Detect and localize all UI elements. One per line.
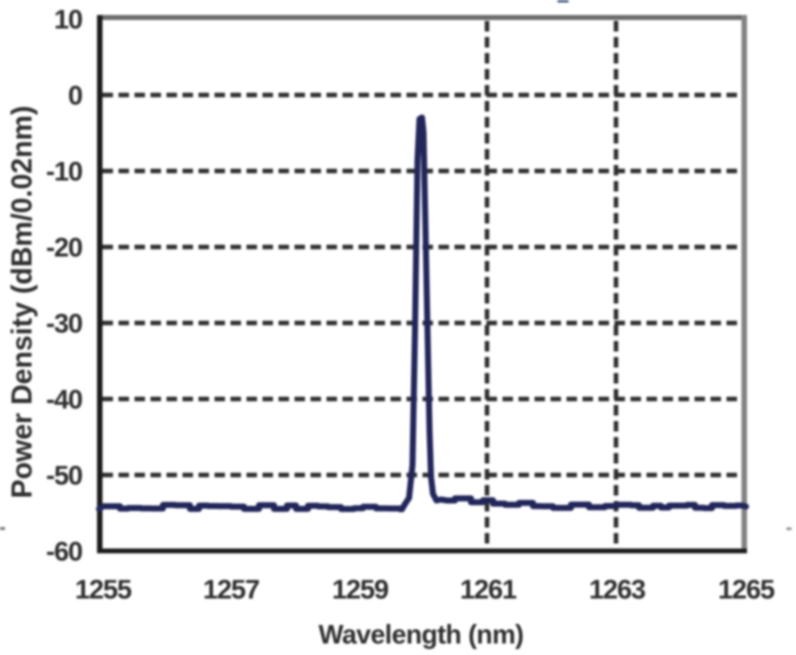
svg-text:-40: -40 (46, 385, 82, 415)
svg-text:Power Density (dBm/0.02nm): Power Density (dBm/0.02nm) (7, 106, 39, 499)
svg-text:-50: -50 (46, 461, 82, 491)
svg-text:-10: -10 (46, 157, 82, 187)
svg-text:1259: 1259 (332, 575, 389, 605)
svg-text:Wavelength (nm): Wavelength (nm) (319, 620, 524, 650)
svg-text:1255: 1255 (75, 575, 132, 605)
svg-text:1263: 1263 (589, 575, 646, 605)
svg-text:-20: -20 (46, 233, 82, 263)
svg-text:1265: 1265 (718, 575, 775, 605)
svg-text:10: 10 (54, 5, 82, 35)
svg-text:-30: -30 (46, 309, 82, 339)
svg-text:1261: 1261 (460, 575, 517, 605)
svg-text:-60: -60 (46, 537, 82, 567)
svg-text:0: 0 (68, 81, 82, 111)
svg-text:1257: 1257 (203, 575, 259, 605)
